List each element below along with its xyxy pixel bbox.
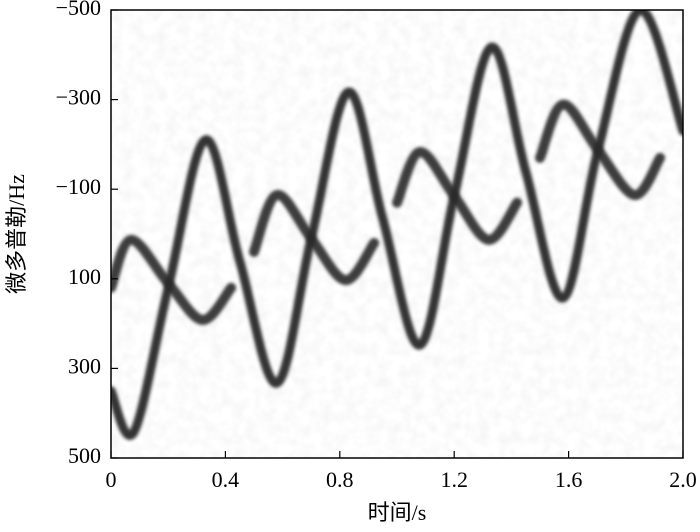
x-tick-label: 0.4 [212, 467, 240, 492]
x-tick-label: 2.0 [669, 467, 697, 492]
y-tick-label: 100 [68, 264, 101, 289]
y-tick-label: 500 [68, 443, 101, 468]
x-tick-label: 0.8 [326, 467, 354, 492]
y-tick-label: −500 [56, 0, 101, 20]
plot-frame [110, 9, 684, 459]
x-tick-label: 0 [106, 467, 117, 492]
x-axis-label: 时间/s [368, 500, 427, 525]
y-tick-label: 300 [68, 353, 101, 378]
trace [249, 190, 380, 286]
trace [535, 99, 666, 200]
trace [392, 147, 523, 245]
curves [111, 10, 683, 440]
y-tick-label: −100 [56, 174, 101, 199]
x-tick-label: 1.2 [440, 467, 468, 492]
trace [111, 234, 237, 326]
spectrogram-noise [111, 10, 683, 458]
y-axis-label: 微多普勒/Hz [4, 174, 29, 294]
x-tick-label: 1.6 [555, 467, 583, 492]
y-tick-label: −300 [56, 85, 101, 110]
trace [111, 10, 683, 440]
